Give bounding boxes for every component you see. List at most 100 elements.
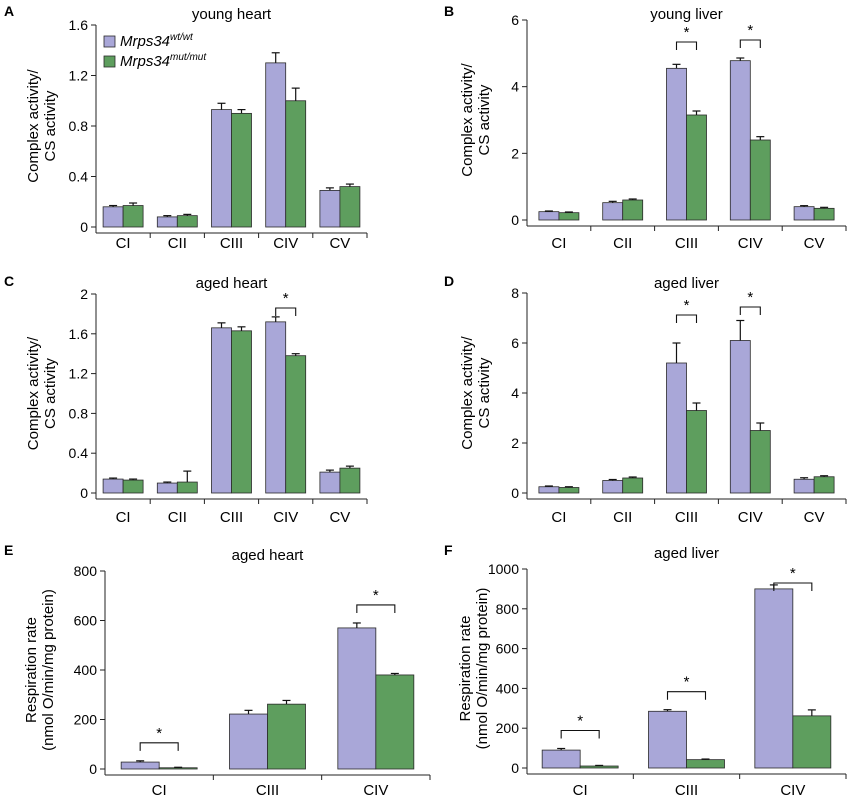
significance-star: * xyxy=(747,22,753,39)
x-tick-label: CI xyxy=(116,235,131,252)
significance-bracket xyxy=(139,742,179,751)
y-tick-label: 0 xyxy=(80,219,88,235)
bar-wt xyxy=(211,327,232,494)
significance-bracket xyxy=(675,41,698,50)
y-tick-label: 0 xyxy=(511,485,519,501)
significance-bracket xyxy=(739,306,761,315)
panel-letter: D xyxy=(444,273,454,289)
bar-mut xyxy=(558,212,580,221)
y-axis-label: CS activity xyxy=(476,357,493,428)
y-tick-label: 4 xyxy=(511,79,519,95)
y-tick-label: 800 xyxy=(74,563,98,579)
bar-wt xyxy=(793,206,815,221)
bar-mut xyxy=(339,186,361,228)
significance-bracket xyxy=(275,307,297,316)
bar-wt xyxy=(666,67,687,221)
bar-wt xyxy=(156,482,178,494)
bar-wt xyxy=(538,486,560,494)
panel-letter: E xyxy=(4,542,13,558)
y-axis-label: CS activity xyxy=(42,358,59,429)
bar-mut xyxy=(285,355,307,494)
bar-wt xyxy=(265,321,287,494)
y-tick-label: 0 xyxy=(80,485,88,501)
bar-wt xyxy=(102,206,124,228)
legend-label-sup: mut/mut xyxy=(170,52,207,63)
x-tick-label: CIV xyxy=(363,782,388,799)
bar-mut xyxy=(158,767,198,770)
x-tick-label: CV xyxy=(329,509,350,526)
y-tick-label: 0 xyxy=(511,760,519,776)
panel-title: aged liver xyxy=(654,545,719,562)
x-tick-label: CIII xyxy=(220,235,243,252)
bar-wt xyxy=(538,211,560,221)
bar-mut xyxy=(813,207,835,221)
bar-wt xyxy=(729,340,751,494)
x-tick-label: CII xyxy=(168,235,187,252)
legend-label: Mrps34wt/wt xyxy=(120,32,194,50)
x-tick-label: CI xyxy=(152,782,167,799)
y-tick-label: 400 xyxy=(74,662,98,678)
bar-mut xyxy=(122,479,144,494)
x-tick-label: CIV xyxy=(738,509,763,526)
y-tick-label: 1.2 xyxy=(69,366,89,382)
bar-mut xyxy=(176,481,198,494)
panel-title: young liver xyxy=(650,6,723,23)
bar-wt xyxy=(319,189,341,228)
bar-mut xyxy=(339,467,361,494)
bar-wt xyxy=(541,749,581,769)
x-tick-label: CIII xyxy=(220,509,243,526)
x-tick-label: CIV xyxy=(780,782,805,799)
x-tick-label: CIII xyxy=(675,782,698,799)
significance-star: * xyxy=(790,565,796,582)
y-axis-label: (nmol O/min/mg protein) xyxy=(474,588,491,750)
x-tick-label: CIII xyxy=(675,235,698,252)
legend-label-base: Mrps34 xyxy=(120,53,170,70)
x-tick-label: CIII xyxy=(675,509,698,526)
x-tick-label: CIII xyxy=(256,782,279,799)
bar-mut xyxy=(622,477,644,494)
x-tick-label: CII xyxy=(613,235,632,252)
bar-wt xyxy=(666,362,687,494)
y-tick-label: 0.4 xyxy=(69,169,89,185)
y-axis-label: Complex activity/ xyxy=(25,68,42,182)
y-tick-label: 0.8 xyxy=(69,118,89,134)
y-tick-label: 1.2 xyxy=(69,68,89,84)
panel-title: aged heart xyxy=(196,275,269,292)
bar-mut xyxy=(231,112,252,228)
bar-wt xyxy=(602,202,624,221)
panel-letter: C xyxy=(4,273,14,289)
bar-mut xyxy=(792,715,832,769)
y-tick-label: 2 xyxy=(511,435,519,451)
y-tick-label: 400 xyxy=(496,680,520,696)
x-tick-label: CII xyxy=(613,509,632,526)
bar-wt xyxy=(729,60,751,221)
significance-star: * xyxy=(373,587,379,604)
bar-mut xyxy=(176,215,198,228)
panel-letter: A xyxy=(4,3,14,19)
significance-star: * xyxy=(156,725,162,742)
bar-mut xyxy=(285,100,307,228)
significance-bracket xyxy=(560,729,600,739)
bar-wt xyxy=(793,478,815,494)
bar-mut xyxy=(749,139,771,221)
y-axis-label: CS activity xyxy=(476,84,493,155)
panel-letter: B xyxy=(444,3,454,19)
panel-letter: F xyxy=(444,542,453,558)
y-tick-label: 8 xyxy=(511,285,519,301)
bar-wt xyxy=(156,216,178,228)
x-tick-label: CI xyxy=(551,235,566,252)
y-axis-label: Complex activity/ xyxy=(459,62,476,176)
y-axis-label: Complex activity/ xyxy=(25,336,42,450)
bar-mut xyxy=(122,205,144,228)
bar-mut xyxy=(749,430,771,494)
bar-wt xyxy=(754,588,794,769)
x-tick-label: CI xyxy=(573,782,588,799)
y-tick-label: 0 xyxy=(511,212,519,228)
y-axis-label: Respiration rate xyxy=(457,616,474,722)
x-tick-label: CV xyxy=(804,509,825,526)
y-tick-label: 6 xyxy=(511,12,519,28)
